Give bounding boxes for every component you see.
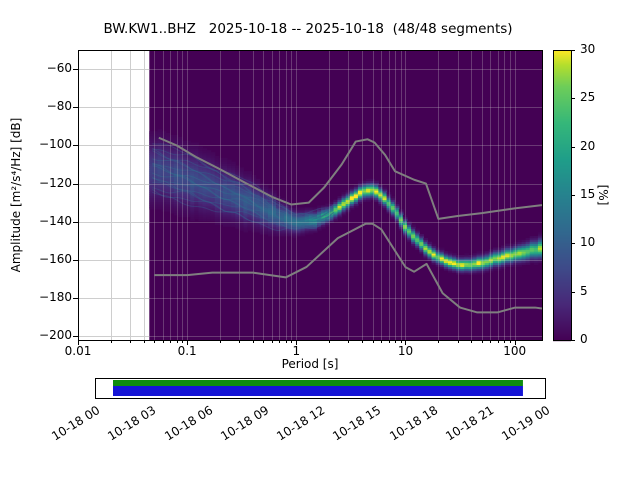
colorbar-label: [%] [596,184,610,206]
x-tick-label: 0.01 [64,344,92,358]
colorbar-tick-label: 0 [580,332,588,346]
y-axis-label: Amplitude [m²/s⁴/Hz] [dB] [9,117,23,273]
y-tick-label: −140 [39,213,72,228]
y-tick-label: −160 [39,251,72,266]
x-tick-label: 10 [397,344,414,358]
y-tick-label: −100 [39,137,72,152]
x-tick-label: 0.1 [177,344,197,358]
x-tick-label: 1 [292,344,301,358]
chart-title: BW.KW1..BHZ 2025-10-18 -- 2025-10-18 (48… [103,21,513,37]
colorbar-tick-label: 5 [580,283,588,298]
colorbar-tick-label: 25 [580,90,596,105]
y-tick-label: −120 [39,175,72,190]
colorbar-tick-label: 10 [580,235,596,250]
y-tick-label: −180 [39,290,72,305]
colorbar-tick-label: 15 [580,187,596,201]
colorbar-tick-label: 30 [580,42,596,56]
x-axis-label: Period [s] [281,357,339,371]
y-tick-label: −200 [39,328,72,343]
y-tick-label: −60 [46,61,72,76]
x-tick-label: 100 [503,344,527,358]
colorbar-tick-label: 20 [580,138,596,153]
y-tick-label: −80 [46,99,72,114]
